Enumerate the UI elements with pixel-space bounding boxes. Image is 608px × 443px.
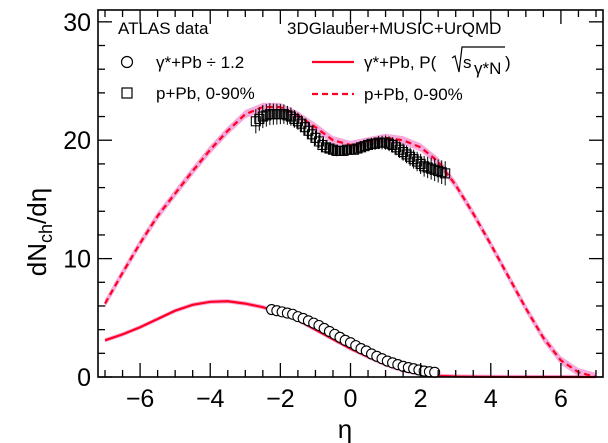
atlas-ppb-point bbox=[282, 110, 293, 121]
x-tick-label: −2 bbox=[266, 385, 295, 413]
legend-close-paren: ) bbox=[505, 53, 511, 72]
atlas-ppb-point bbox=[324, 143, 335, 154]
y-tick-label: 20 bbox=[63, 127, 91, 155]
y-tick-label: 30 bbox=[63, 9, 91, 37]
atlas-ppb-point bbox=[359, 141, 370, 152]
legend-right-header: 3DGlauber+MUSIC+UrQMD bbox=[287, 19, 501, 38]
x-tick-label: 6 bbox=[554, 385, 568, 413]
atlas-ppb-point bbox=[327, 144, 339, 155]
legend-sqrt-s: s bbox=[463, 53, 472, 72]
atlas-ppb-point bbox=[338, 145, 349, 156]
atlas-ppb-point bbox=[292, 116, 303, 127]
x-tick-label: −4 bbox=[196, 385, 225, 413]
legend-right: 3DGlauber+MUSIC+UrQMD γ*+Pb, P( s γ*N ) … bbox=[287, 19, 511, 104]
atlas-ppb-point bbox=[310, 132, 321, 143]
atlas-ppb-point bbox=[436, 167, 447, 178]
atlas-ppb-point bbox=[257, 111, 268, 122]
atlas-ppb-point bbox=[415, 158, 426, 169]
atlas-ppb-point bbox=[426, 163, 437, 174]
legend-entry-gpb-data: γ*+Pb ÷ 1.2 bbox=[156, 53, 244, 72]
legend-entry-ppb-model: p+Pb, 0-90% bbox=[364, 85, 463, 104]
legend-entry-gpb-model-text: γ*+Pb, P( bbox=[364, 53, 437, 72]
y-axis-label-sub: ch bbox=[36, 224, 56, 243]
atlas-ppb-point bbox=[355, 142, 367, 153]
atlas-ppb-point bbox=[429, 164, 440, 175]
x-tick-label: −6 bbox=[126, 385, 155, 413]
legend-left: ATLAS data γ*+Pb ÷ 1.2 p+Pb, 0-90% bbox=[118, 19, 255, 103]
x-tick-label: 2 bbox=[414, 385, 428, 413]
atlas-ppb-point bbox=[440, 168, 451, 179]
atlas-ppb-point bbox=[419, 161, 430, 172]
atlas-ppb-point bbox=[299, 122, 310, 133]
y-axis-label: dNch/dη bbox=[22, 188, 56, 276]
atlas-ppb-point bbox=[362, 139, 374, 151]
atlas-ppb-point bbox=[303, 125, 314, 136]
atlas-ppb-point bbox=[352, 143, 363, 154]
atlas-ppb-point bbox=[278, 109, 289, 120]
atlas-ppb-point bbox=[296, 118, 307, 129]
atlas-ppb-point bbox=[254, 113, 265, 124]
legend-sqrt-sub: γ*N bbox=[474, 59, 501, 78]
legend-left-header: ATLAS data bbox=[118, 19, 209, 38]
sqrt-symbol bbox=[451, 46, 505, 73]
legend-entry-gpb-model: γ*+Pb, P( bbox=[364, 53, 437, 72]
atlas-ppb-point bbox=[261, 110, 272, 121]
y-tick-label: 10 bbox=[63, 246, 91, 274]
atlas-ppb-point bbox=[384, 138, 395, 149]
atlas-ppb-point bbox=[348, 144, 360, 155]
atlas-ppb-point bbox=[380, 137, 391, 148]
y-axis-label-main: dN bbox=[22, 243, 52, 276]
legend-marker-square bbox=[121, 87, 133, 99]
y-tick-label: 0 bbox=[77, 364, 91, 392]
atlas-ppb-point bbox=[433, 165, 444, 177]
atlas-ppb-point bbox=[422, 162, 433, 173]
x-axis-label: η bbox=[338, 414, 352, 443]
atlas-ppb-point bbox=[306, 129, 317, 140]
y-axis-label-tail: /dη bbox=[22, 188, 52, 224]
atlas-ppb-point bbox=[313, 136, 324, 147]
x-tick-label: 0 bbox=[344, 385, 358, 413]
legend-marker-circle bbox=[120, 55, 134, 69]
atlas-ppb-point bbox=[369, 138, 381, 149]
atlas-ppb-point bbox=[317, 139, 328, 151]
axes: −6 −4 −2 0 2 4 6 0 10 20 30 bbox=[63, 9, 604, 413]
x-tick-label: 4 bbox=[484, 385, 498, 413]
atlas-ppb-point bbox=[320, 142, 332, 153]
legend-entry-ppb-data: p+Pb, 0-90% bbox=[156, 84, 255, 103]
